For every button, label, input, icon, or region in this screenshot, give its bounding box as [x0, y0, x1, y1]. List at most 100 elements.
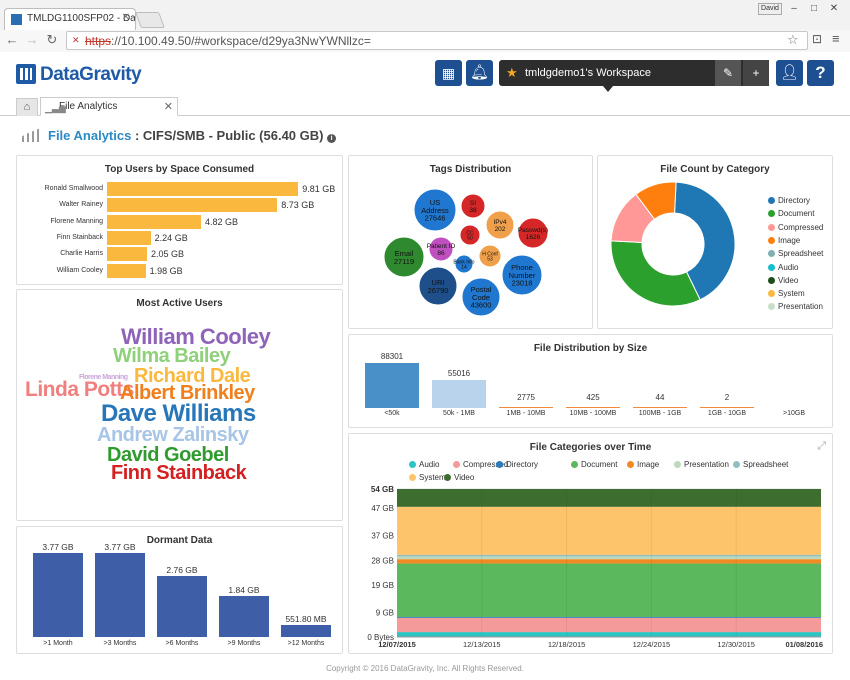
close-window-icon[interactable]: ✕ [829, 3, 839, 14]
dormant-bar[interactable] [219, 596, 269, 637]
user-bar[interactable] [107, 230, 151, 245]
donut-slice[interactable] [635, 181, 677, 220]
legend-label[interactable]: Document [778, 209, 815, 219]
size-bar[interactable] [566, 407, 620, 408]
area-band[interactable] [397, 617, 821, 633]
area-band[interactable] [397, 559, 821, 564]
dormant-bar[interactable] [33, 553, 83, 637]
expand-icon[interactable]: ⤢ [817, 440, 826, 452]
legend-label[interactable]: Compressed [778, 222, 824, 232]
legend-label[interactable]: Directory [506, 460, 539, 469]
bookmark-star-icon[interactable]: ☆ [787, 32, 799, 47]
tag-bubble[interactable] [413, 188, 457, 232]
area-band[interactable] [397, 632, 821, 637]
workspace-selector[interactable]: ★ tmldgdemo1's Workspace ✎ + [499, 60, 769, 92]
word-cloud-user[interactable]: Dave Williams [101, 400, 256, 427]
size-bar[interactable] [432, 379, 486, 408]
legend-label[interactable]: Audio [778, 262, 799, 272]
dashboard-grid-button[interactable]: ▦ [435, 60, 462, 86]
user-bar[interactable] [107, 198, 278, 213]
area-band[interactable] [397, 489, 821, 507]
tab-file-analytics[interactable]: ▁▃▅ File Analytics ✕ [40, 97, 178, 116]
tag-bubble[interactable] [383, 236, 425, 278]
area-band[interactable] [397, 563, 821, 617]
reload-icon[interactable]: ↻ [46, 32, 58, 47]
tag-bubble[interactable] [428, 236, 454, 262]
dormant-bar[interactable] [157, 575, 207, 637]
donut-slice[interactable] [610, 240, 701, 307]
maximize-icon[interactable]: □ [810, 3, 818, 14]
size-bar-category: 50k - 1MB [443, 410, 475, 417]
user-bar[interactable] [107, 182, 299, 196]
help-button[interactable]: ? [807, 60, 834, 86]
legend-label[interactable]: Video [454, 473, 475, 482]
user-bar-value: 8.73 GB [281, 200, 315, 211]
word-cloud-user[interactable]: Andrew Zalinsky [97, 424, 249, 446]
tag-bubble[interactable] [501, 254, 543, 296]
edit-workspace-button[interactable]: ✎ [715, 60, 741, 86]
legend-label[interactable]: Video [778, 275, 799, 285]
size-bar[interactable] [633, 407, 687, 408]
tag-bubble[interactable] [461, 277, 501, 317]
legend-label[interactable]: Compressed [463, 460, 509, 469]
area-band[interactable] [397, 554, 821, 557]
dormant-bar[interactable] [281, 624, 331, 637]
word-cloud-user[interactable]: David Goebel [107, 444, 229, 466]
word-cloud-user[interactable]: Wilma Bailey [113, 345, 231, 367]
legend-label[interactable]: Image [778, 235, 801, 245]
user-bar[interactable] [107, 247, 147, 262]
screen-capture-icon[interactable]: ⊡ [812, 32, 823, 46]
word-cloud-user[interactable]: Richard Dale [134, 365, 251, 387]
legend-label[interactable]: Spreadsheet [743, 460, 789, 469]
legend-label[interactable]: System [778, 289, 805, 299]
legend-label[interactable]: Spreadsheet [778, 249, 824, 259]
close-tab-icon[interactable]: ✕ [163, 101, 173, 113]
tag-bubble[interactable] [485, 210, 515, 240]
user-bar[interactable] [107, 214, 201, 229]
size-bar[interactable] [700, 407, 754, 408]
notifications-button[interactable]: 🔔︎ [466, 60, 493, 86]
app-logo[interactable]: DataGravity [16, 64, 156, 86]
size-bar[interactable] [365, 363, 419, 408]
tag-bubble[interactable] [459, 224, 481, 246]
menu-icon[interactable]: ≡ [832, 31, 840, 46]
user-profile-button[interactable]: 👤︎ [776, 60, 803, 86]
legend-label[interactable]: Document [581, 460, 618, 469]
address-bar[interactable]: https://10.100.49.50/#workspace/d29ya3Nw… [66, 31, 808, 50]
legend-label[interactable]: Image [637, 460, 660, 469]
add-workspace-button[interactable]: + [743, 60, 769, 86]
browser-tab[interactable]: TMLDG1100SFP02 - DataG ✕ [4, 8, 136, 30]
close-tab-icon[interactable]: ✕ [121, 12, 130, 23]
home-tab[interactable]: ⌂ [16, 98, 38, 116]
legend-label[interactable]: System [419, 473, 446, 482]
minimize-icon[interactable]: – [791, 3, 797, 14]
tag-bubble[interactable] [517, 217, 549, 249]
user-bar[interactable] [107, 263, 146, 278]
tag-bubble[interactable] [478, 244, 502, 268]
back-icon[interactable]: ← [5, 32, 19, 47]
page-title-link[interactable]: File Analytics [48, 128, 132, 143]
word-cloud-user[interactable]: Linda Potts [25, 378, 134, 401]
word-cloud-user[interactable]: Florene Manning [79, 374, 128, 381]
tag-bubble[interactable] [454, 254, 474, 274]
profile-badge[interactable]: David [758, 3, 782, 15]
forward-icon[interactable]: → [25, 32, 39, 47]
info-icon[interactable]: i [327, 134, 337, 143]
area-band[interactable] [397, 506, 821, 555]
word-cloud-user[interactable]: William Cooley [121, 324, 271, 349]
donut-slice[interactable] [674, 181, 736, 301]
area-band[interactable] [397, 556, 821, 560]
dormant-bar[interactable] [95, 553, 145, 637]
area-band[interactable] [397, 616, 821, 618]
word-cloud-user[interactable]: Albert Brinkley [120, 382, 255, 404]
tag-bubble[interactable] [460, 193, 486, 219]
size-bar[interactable] [499, 406, 553, 408]
legend-label[interactable]: Presentation [778, 302, 823, 312]
tag-bubble[interactable] [418, 266, 458, 306]
legend-label[interactable]: Audio [419, 460, 440, 469]
url-scheme: https [85, 34, 112, 48]
word-cloud-user[interactable]: Finn Stainback [111, 462, 247, 484]
insecure-lock-icon[interactable]: ✕ [72, 35, 80, 45]
legend-label[interactable]: Directory [778, 196, 811, 205]
legend-label[interactable]: Presentation [684, 460, 729, 469]
